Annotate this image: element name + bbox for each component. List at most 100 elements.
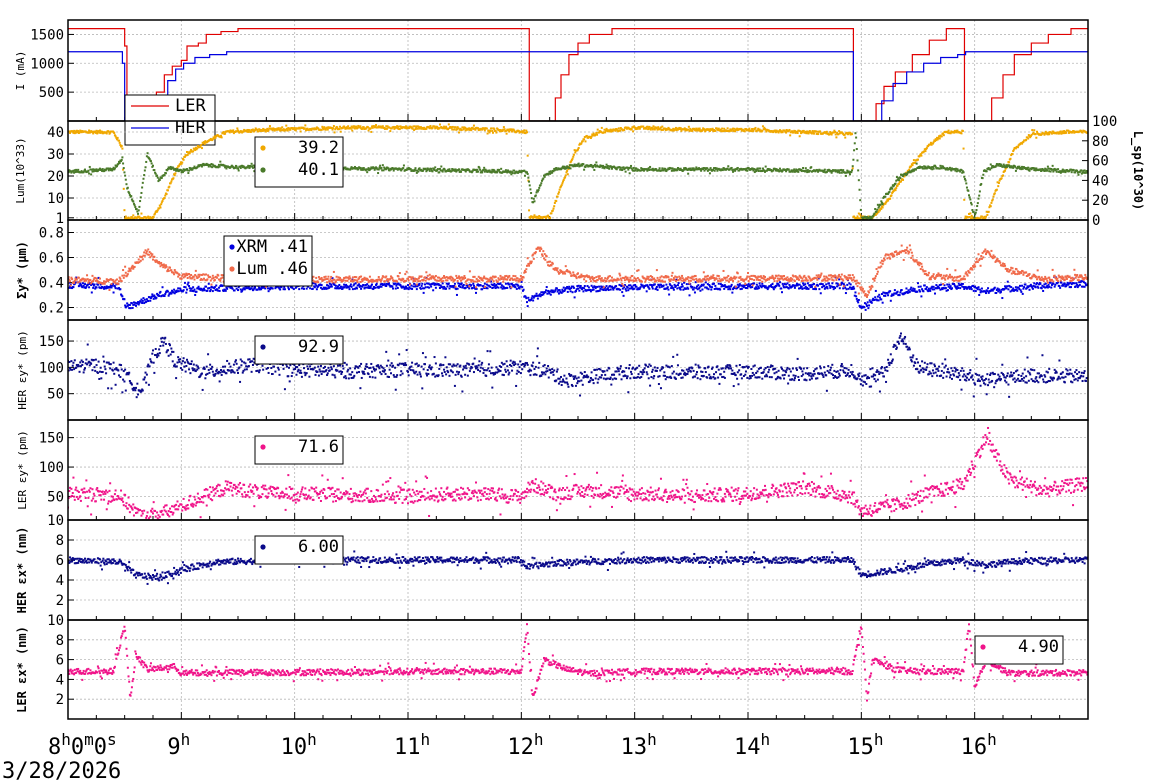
data-point	[118, 287, 120, 290]
data-point	[331, 128, 334, 131]
data-point	[713, 167, 715, 170]
data-point	[977, 286, 980, 289]
data-point	[639, 286, 642, 289]
data-point	[180, 171, 183, 174]
data-point	[475, 170, 478, 173]
data-point	[188, 275, 191, 278]
data-point	[124, 271, 127, 274]
data-point	[640, 167, 643, 170]
data-point	[1045, 286, 1048, 289]
data-point	[396, 127, 399, 130]
data-point	[98, 277, 101, 280]
data-point	[75, 131, 78, 134]
data-point	[555, 287, 558, 290]
data-point	[698, 287, 701, 290]
data-point	[379, 164, 382, 167]
data-point	[582, 163, 585, 166]
data-point	[164, 264, 167, 267]
data-point	[358, 285, 361, 288]
data-point	[679, 168, 681, 171]
data-point	[650, 283, 653, 286]
data-point	[918, 155, 921, 158]
data-point	[203, 287, 205, 290]
data-point	[619, 129, 622, 132]
data-point	[204, 279, 207, 282]
data-point	[133, 265, 136, 268]
data-point	[576, 164, 579, 167]
data-point	[648, 287, 651, 290]
data-point	[179, 163, 182, 166]
data-point	[829, 132, 832, 135]
data-point	[843, 133, 846, 136]
data-point	[115, 278, 118, 281]
data-point	[660, 128, 663, 131]
data-point	[582, 290, 585, 293]
data-point	[312, 282, 315, 285]
data-point	[1070, 286, 1072, 289]
data-point	[529, 217, 532, 220]
data-point	[348, 288, 351, 291]
y-tick-label: 500	[39, 85, 64, 101]
data-point	[710, 288, 713, 291]
data-point	[436, 125, 439, 128]
data-point	[132, 214, 135, 217]
data-point	[283, 129, 286, 132]
data-point	[710, 286, 713, 289]
data-point	[225, 286, 228, 289]
data-point	[418, 282, 421, 285]
data-point	[557, 191, 560, 194]
data-point	[982, 216, 985, 219]
data-point	[207, 287, 210, 290]
data-point	[849, 131, 851, 134]
data-point	[853, 294, 856, 297]
data-point	[723, 284, 726, 287]
data-point	[819, 292, 822, 295]
data-point	[697, 284, 700, 287]
data-point	[74, 130, 77, 133]
data-point	[893, 289, 896, 292]
data-point	[188, 285, 191, 288]
data-point	[845, 171, 848, 174]
data-point	[813, 288, 816, 291]
data-point	[413, 125, 416, 128]
data-point	[955, 170, 958, 173]
data-point	[429, 283, 432, 286]
data-point	[853, 287, 856, 290]
data-point	[806, 130, 809, 133]
data-point	[369, 167, 372, 170]
data-point	[119, 277, 122, 280]
data-point	[224, 165, 227, 168]
data-point	[459, 286, 462, 289]
data-point	[756, 167, 759, 170]
data-point	[78, 284, 81, 287]
data-point	[900, 289, 903, 292]
data-point	[812, 282, 815, 285]
data-point	[510, 173, 513, 176]
data-point	[789, 170, 792, 173]
data-point	[182, 289, 185, 292]
data-point	[1050, 168, 1053, 171]
data-point	[553, 169, 556, 172]
data-point	[801, 287, 804, 290]
data-point	[173, 269, 176, 272]
data-point	[552, 207, 555, 210]
data-point	[165, 193, 168, 196]
data-point	[1012, 150, 1015, 153]
data-point	[98, 167, 101, 170]
data-point	[607, 289, 610, 292]
data-point	[732, 129, 735, 132]
data-point	[897, 182, 900, 185]
data-point	[695, 287, 698, 290]
data-point	[675, 129, 678, 132]
data-point	[810, 132, 813, 135]
data-point	[268, 127, 271, 130]
data-point	[627, 168, 630, 171]
data-point	[842, 283, 845, 286]
data-point	[753, 282, 756, 285]
data-point	[628, 284, 630, 287]
data-point	[520, 280, 523, 283]
data-point	[142, 254, 145, 257]
data-point	[434, 126, 437, 129]
data-point	[105, 280, 108, 283]
data-point	[170, 168, 173, 171]
